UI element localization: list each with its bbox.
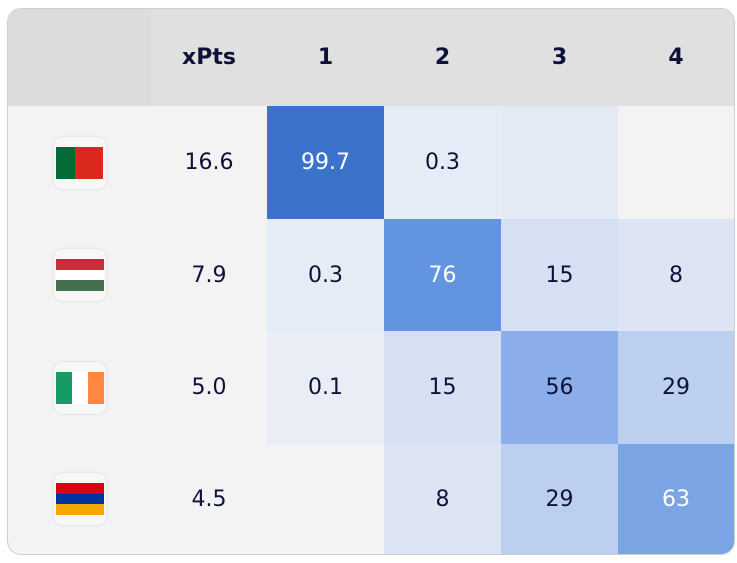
prob-cell: 29: [501, 444, 618, 554]
prob-cell: 99.7: [267, 106, 384, 219]
prob-cell: 15: [501, 219, 618, 331]
xpts-cell: 16.6: [184, 150, 234, 175]
flag-cell: [8, 219, 151, 331]
flag-icon: [53, 361, 106, 414]
flag-icon: [53, 136, 106, 189]
header-cell: 3: [501, 9, 618, 106]
prob-cell: [618, 106, 734, 219]
prob-cell: [267, 444, 384, 554]
prob-cell: 8: [618, 219, 734, 331]
flag-icon: [53, 249, 106, 301]
prob-cell: 76: [384, 219, 501, 331]
flag-cell: [8, 106, 151, 219]
flag-cell: [8, 444, 151, 554]
header-cell: xPts: [151, 9, 267, 106]
prob-cell: 0.1: [267, 331, 384, 444]
prob-cell: 0.3: [267, 219, 384, 331]
header-cell: 4: [618, 9, 734, 106]
prob-cell: 29: [618, 331, 734, 444]
xpts-cell: 7.9: [191, 262, 227, 288]
flag: [55, 371, 104, 404]
flag: [55, 259, 104, 292]
flag-cell: [8, 331, 151, 444]
prob-cell: 56: [501, 331, 618, 444]
header-cell: [8, 9, 151, 106]
prob-cell: 8: [384, 444, 501, 554]
table-grid: xPts 1 2 3 4 16.6 99.7 0.3 7.9 0.3 76 15…: [8, 9, 734, 554]
flag-icon: [53, 473, 106, 525]
xpts-cell: 4.5: [191, 486, 227, 512]
prob-cell: [501, 106, 618, 219]
prob-cell: 63: [618, 444, 734, 554]
standings-table: xPts 1 2 3 4 16.6 99.7 0.3 7.9 0.3 76 15…: [7, 8, 735, 555]
prob-cell: 0.3: [384, 106, 501, 219]
xpts-cell: 5.0: [191, 375, 227, 400]
header-cell: 2: [384, 9, 501, 106]
flag: [55, 483, 104, 516]
header-cell: 1: [267, 9, 384, 106]
flag: [55, 146, 104, 179]
prob-cell: 15: [384, 331, 501, 444]
